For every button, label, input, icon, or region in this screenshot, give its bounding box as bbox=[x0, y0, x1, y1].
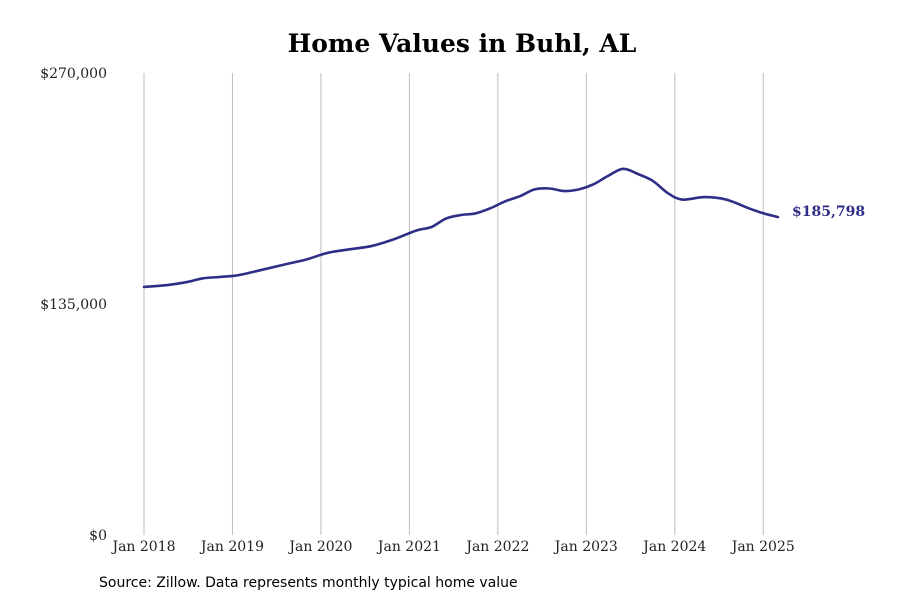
x-tick-label: Jan 2019 bbox=[199, 539, 264, 555]
chart-title: Home Values in Buhl, AL bbox=[288, 29, 637, 58]
x-tick-label: Jan 2024 bbox=[641, 539, 706, 555]
x-axis-ticks: Jan 2018 Jan 2019 Jan 2020 Jan 2021 Jan 2022… bbox=[110, 539, 794, 555]
x-tick-label: Jan 2018 bbox=[110, 539, 175, 555]
y-axis-ticks: $0 $135,000 $270,000 bbox=[40, 66, 107, 544]
x-tick-label: Jan 2025 bbox=[730, 539, 795, 555]
series-line bbox=[142, 167, 780, 289]
x-tick-label: Jan 2023 bbox=[553, 539, 618, 555]
source-note: Source: Zillow. Data represents monthly … bbox=[99, 575, 518, 591]
x-tick-label: Jan 2020 bbox=[287, 539, 352, 555]
y-tick-label: $0 bbox=[89, 528, 107, 544]
end-value-label: $185,798 bbox=[792, 204, 865, 220]
vertical-gridlines bbox=[143, 73, 764, 535]
x-tick-label: Jan 2022 bbox=[464, 539, 529, 555]
y-tick-label: $135,000 bbox=[40, 297, 107, 313]
x-tick-label: Jan 2021 bbox=[376, 539, 441, 555]
y-tick-label: $270,000 bbox=[40, 66, 107, 82]
